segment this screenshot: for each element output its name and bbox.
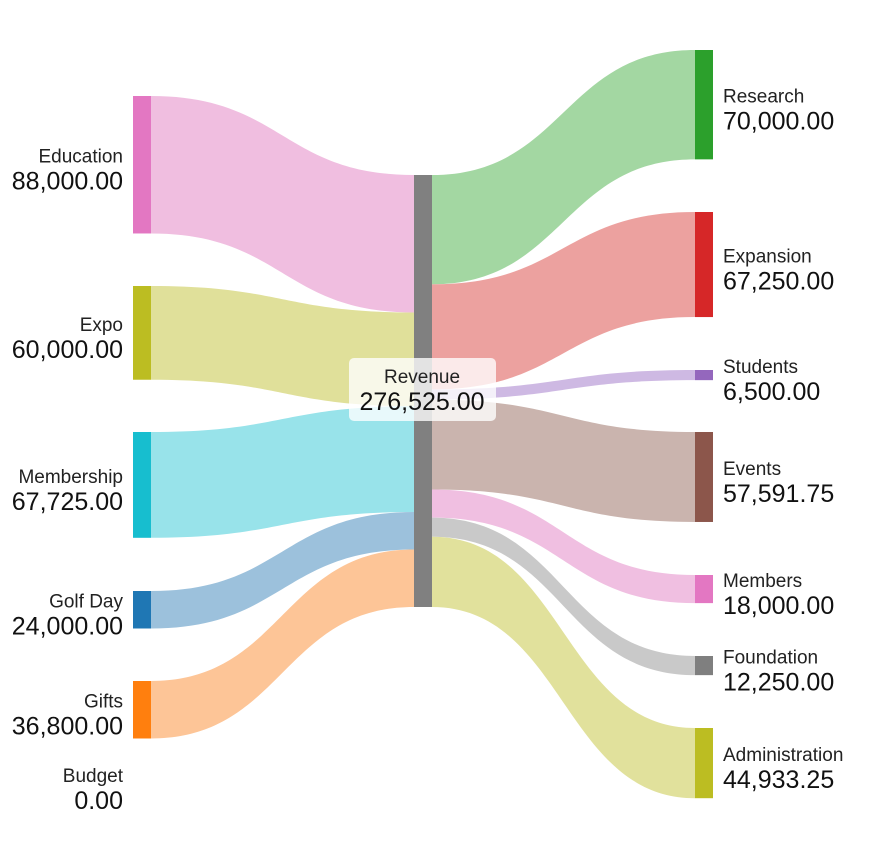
target-students-node (695, 370, 713, 381)
center-label-box (349, 358, 496, 421)
source-budget-value: 0.00 (74, 787, 123, 815)
outgoing-links (432, 50, 695, 799)
target-expansion-label: Expansion (723, 247, 812, 268)
target-research-label: Research (723, 87, 804, 108)
target-administration-node (695, 728, 713, 799)
source-expo-value: 60,000.00 (12, 336, 123, 364)
source-education-label: Education (38, 147, 123, 168)
target-foundation-node (695, 656, 713, 676)
source-expo-node (133, 286, 151, 380)
target-students-link (432, 370, 695, 400)
target-expansion-link (432, 212, 695, 390)
target-members-label: Members (723, 571, 802, 592)
target-foundation-value: 12,250.00 (723, 669, 834, 697)
target-events-node (695, 432, 713, 522)
target-administration-value: 44,933.25 (723, 766, 834, 794)
target-members-value: 18,000.00 (723, 592, 834, 620)
source-membership-link (151, 406, 414, 538)
center-revenue-label: Revenue (384, 367, 460, 388)
target-research-link (432, 50, 695, 285)
source-education-value: 88,000.00 (12, 168, 123, 196)
source-membership-node (133, 432, 151, 538)
source-membership-label: Membership (18, 467, 123, 488)
target-members-link (432, 489, 695, 604)
target-students-value: 6,500.00 (723, 378, 820, 406)
target-expansion-node (695, 212, 713, 318)
target-administration-label: Administration (723, 745, 843, 766)
source-education-node (133, 96, 151, 234)
center-revenue-value: 276,525.00 (359, 388, 484, 416)
source-membership-value: 67,725.00 (12, 488, 123, 516)
target-research-value: 70,000.00 (723, 108, 834, 136)
target-expansion-value: 67,250.00 (723, 268, 834, 296)
source-gifts-node (133, 681, 151, 739)
source-expo-label: Expo (80, 315, 123, 336)
target-events-value: 57,591.75 (723, 480, 834, 508)
source-education-link (151, 96, 414, 313)
source-gifts-label: Gifts (84, 692, 123, 713)
source-golf-day-label: Golf Day (49, 592, 123, 613)
target-foundation-label: Foundation (723, 648, 818, 669)
incoming-links (151, 96, 414, 739)
source-budget-label: Budget (63, 766, 124, 787)
source-golf-day-link (151, 512, 414, 629)
target-foundation-link (432, 517, 695, 676)
source-golf-day-node (133, 591, 151, 629)
target-research-node (695, 50, 713, 160)
nodes (133, 50, 713, 799)
source-golf-day-value: 24,000.00 (12, 613, 123, 641)
source-gifts-link (151, 549, 414, 739)
target-administration-link (432, 536, 695, 799)
target-events-link (432, 399, 695, 522)
source-gifts-value: 36,800.00 (12, 713, 123, 741)
target-members-node (695, 575, 713, 604)
target-students-label: Students (723, 357, 798, 378)
target-events-label: Events (723, 459, 781, 480)
source-expo-link (151, 286, 414, 407)
